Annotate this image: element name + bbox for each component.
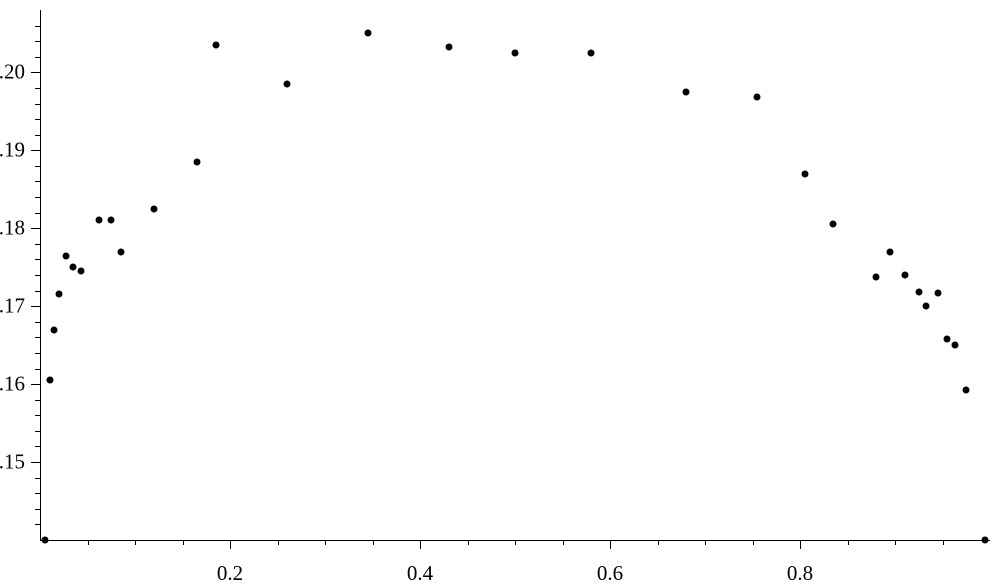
y-tick-minor xyxy=(35,446,40,447)
data-point xyxy=(212,42,219,49)
y-tick-major xyxy=(31,462,40,463)
x-tick-label: 0.2 xyxy=(217,561,243,586)
data-point xyxy=(887,248,894,255)
x-tick-label: 0.6 xyxy=(597,561,623,586)
y-tick-minor xyxy=(35,291,40,292)
y-tick-minor xyxy=(35,119,40,120)
data-point xyxy=(923,303,930,310)
y-tick-minor xyxy=(35,400,40,401)
data-point xyxy=(108,217,115,224)
scatter-chart: 0.2 0.4 0.6 0.8 2.15 2.16 2.17 2.18 2.19 2.20 xyxy=(0,0,1000,586)
data-point xyxy=(70,264,77,271)
x-tick-minor xyxy=(753,540,754,545)
x-tick-minor xyxy=(705,540,706,545)
y-tick-major xyxy=(31,150,40,151)
x-tick-minor xyxy=(895,540,896,545)
y-tick-minor xyxy=(35,275,40,276)
data-point xyxy=(151,205,158,212)
x-tick-major xyxy=(420,540,421,549)
x-tick-minor xyxy=(848,540,849,545)
x-tick-minor xyxy=(373,540,374,545)
y-tick-minor xyxy=(35,166,40,167)
y-tick-label: 2.17 xyxy=(0,294,25,319)
data-point xyxy=(41,537,48,544)
y-tick-minor xyxy=(35,259,40,260)
data-point xyxy=(46,377,53,384)
data-point xyxy=(830,221,837,228)
y-tick-minor xyxy=(35,524,40,525)
y-tick-minor xyxy=(35,431,40,432)
x-tick-minor xyxy=(135,540,136,545)
data-point xyxy=(62,252,69,259)
y-tick-minor xyxy=(35,181,40,182)
data-point xyxy=(915,289,922,296)
data-point xyxy=(512,49,519,56)
data-point xyxy=(982,537,989,544)
y-tick-minor xyxy=(35,509,40,510)
x-tick-minor xyxy=(468,540,469,545)
y-tick-minor xyxy=(35,244,40,245)
x-tick-minor xyxy=(278,540,279,545)
y-tick-minor xyxy=(35,104,40,105)
x-tick-minor xyxy=(943,540,944,545)
data-point xyxy=(801,170,808,177)
y-tick-minor xyxy=(35,415,40,416)
data-point xyxy=(951,342,958,349)
y-tick-minor xyxy=(35,322,40,323)
y-tick-label: 2.20 xyxy=(0,60,25,85)
data-point xyxy=(364,30,371,37)
y-tick-major xyxy=(31,384,40,385)
x-tick-minor xyxy=(325,540,326,545)
x-tick-minor xyxy=(515,540,516,545)
data-point xyxy=(754,94,761,101)
data-point xyxy=(901,272,908,279)
y-tick-label: 2.18 xyxy=(0,216,25,241)
y-tick-minor xyxy=(35,88,40,89)
y-tick-minor xyxy=(35,353,40,354)
y-tick-minor xyxy=(35,493,40,494)
data-point xyxy=(193,158,200,165)
x-tick-major xyxy=(800,540,801,549)
y-tick-label: 2.16 xyxy=(0,372,25,397)
data-point xyxy=(963,387,970,394)
y-tick-minor xyxy=(35,26,40,27)
y-tick-minor xyxy=(35,337,40,338)
data-point xyxy=(56,291,63,298)
data-point xyxy=(944,335,951,342)
x-tick-label: 0.8 xyxy=(787,561,813,586)
y-axis xyxy=(40,10,41,540)
data-point xyxy=(873,273,880,280)
x-tick-minor xyxy=(183,540,184,545)
y-tick-label: 2.19 xyxy=(0,138,25,163)
y-tick-minor xyxy=(35,135,40,136)
x-tick-major xyxy=(610,540,611,549)
y-tick-major xyxy=(31,228,40,229)
y-tick-major xyxy=(31,72,40,73)
data-point xyxy=(284,81,291,88)
data-point xyxy=(51,326,58,333)
y-tick-minor xyxy=(35,57,40,58)
y-tick-label: 2.15 xyxy=(0,450,25,475)
y-tick-minor xyxy=(35,197,40,198)
data-point xyxy=(117,248,124,255)
data-point xyxy=(588,49,595,56)
data-point xyxy=(683,88,690,95)
x-tick-minor xyxy=(658,540,659,545)
y-tick-minor xyxy=(35,478,40,479)
x-tick-minor xyxy=(88,540,89,545)
y-tick-minor xyxy=(35,369,40,370)
y-tick-minor xyxy=(35,213,40,214)
x-tick-minor xyxy=(563,540,564,545)
y-tick-minor xyxy=(35,41,40,42)
data-point xyxy=(95,217,102,224)
y-tick-major xyxy=(31,306,40,307)
x-tick-major xyxy=(230,540,231,549)
data-point xyxy=(934,289,941,296)
data-point xyxy=(445,44,452,51)
x-tick-label: 0.4 xyxy=(407,561,433,586)
data-point xyxy=(77,268,84,275)
